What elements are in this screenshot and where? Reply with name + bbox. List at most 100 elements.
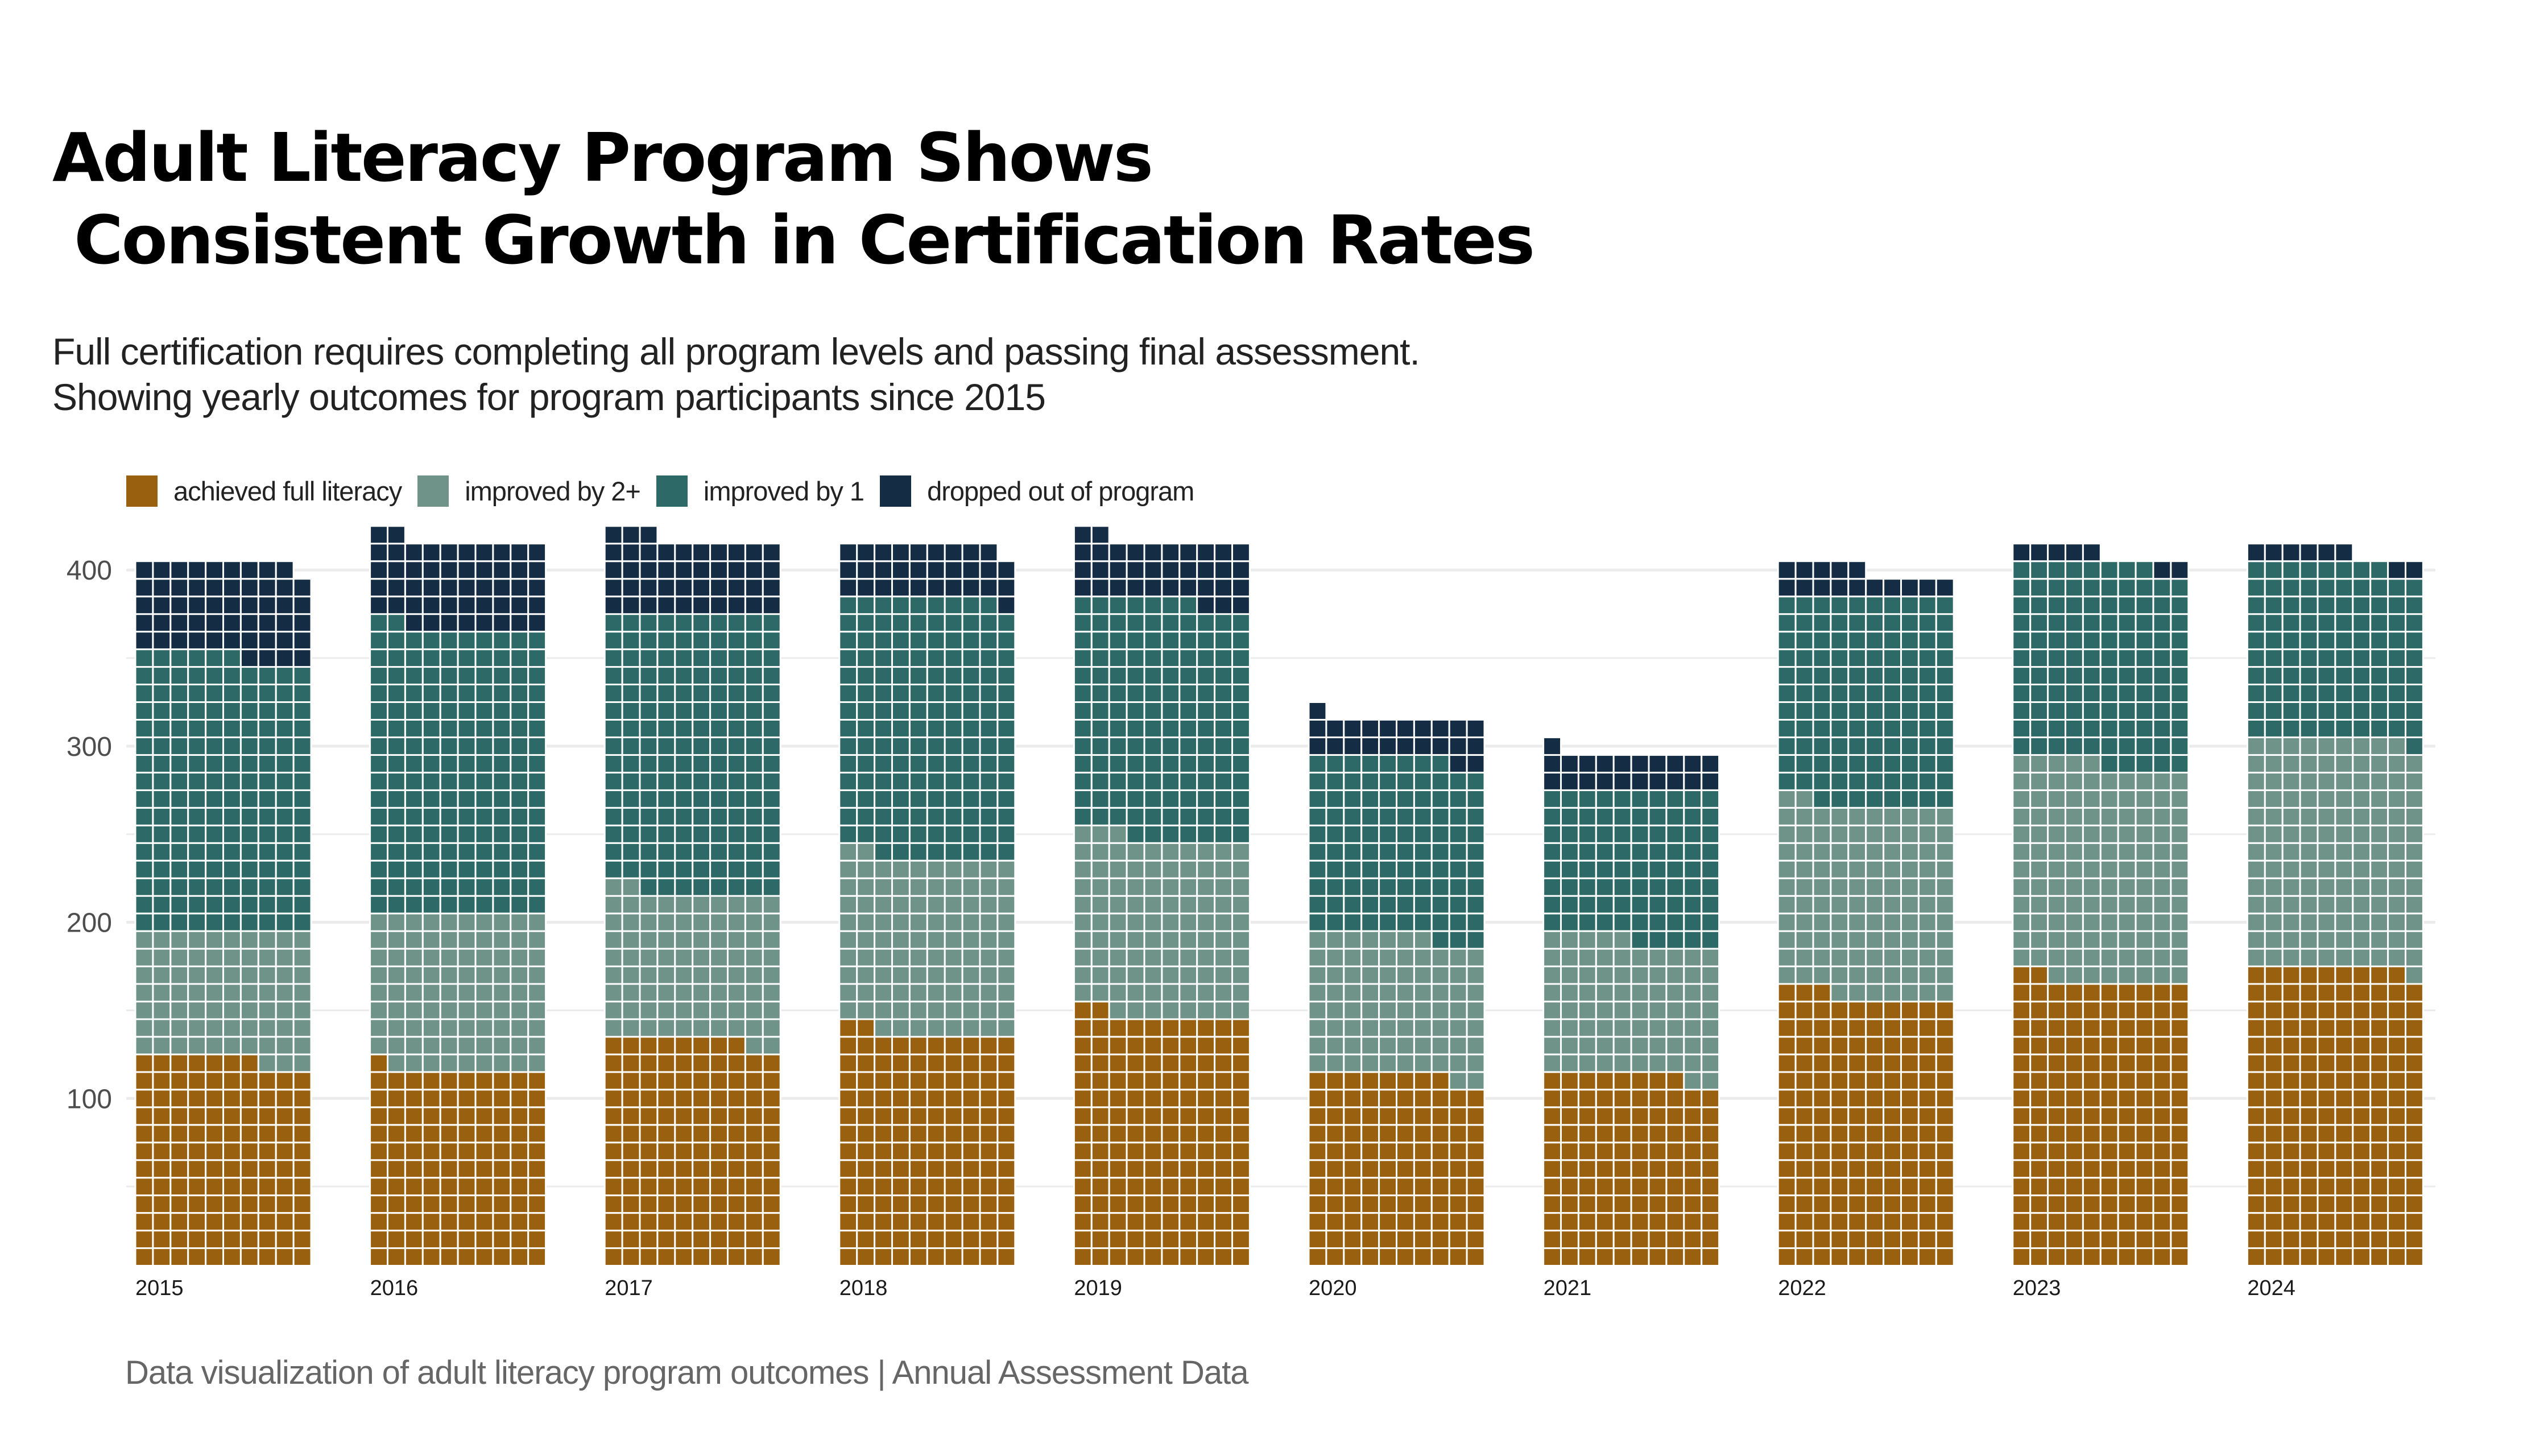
waffle-cell	[1883, 824, 1902, 844]
waffle-cell	[1577, 1000, 1597, 1020]
waffle-cell	[439, 1124, 459, 1144]
waffle-cell	[656, 1159, 676, 1179]
waffle-cell	[292, 666, 312, 685]
waffle-cell	[1396, 1247, 1415, 1267]
waffle-cell	[2029, 948, 2049, 967]
waffle-cell	[1073, 525, 1093, 545]
waffle-cell	[1178, 824, 1198, 844]
x-tick-label: 2023	[2013, 1276, 2061, 1300]
waffle-cell	[439, 1194, 459, 1214]
waffle-cell	[1196, 631, 1216, 651]
waffle-cell	[2082, 806, 2102, 826]
waffle-cell	[510, 666, 530, 685]
waffle-cell	[169, 912, 189, 932]
waffle-cell	[2029, 701, 2049, 721]
waffle-cell	[2099, 930, 2119, 950]
waffle-cell	[2135, 824, 2154, 844]
waffle-cell	[979, 631, 999, 651]
waffle-cell	[2281, 666, 2301, 685]
waffle-cell	[2047, 1159, 2067, 1179]
waffle-cell	[134, 983, 154, 1003]
waffle-cell	[2135, 1141, 2154, 1161]
waffle-cell	[2281, 1212, 2301, 1232]
waffle-cell	[187, 631, 207, 651]
waffle-cell	[2029, 754, 2049, 774]
waffle-cell	[1812, 595, 1832, 615]
waffle-cell	[1466, 1247, 1486, 1267]
waffle-cell	[674, 595, 694, 615]
waffle-cell	[1830, 560, 1850, 580]
waffle-cell	[692, 930, 712, 950]
waffle-cell	[1812, 684, 1832, 703]
waffle-cell	[1143, 1053, 1163, 1073]
waffle-cell	[979, 1177, 999, 1197]
waffle-cell	[1883, 965, 1902, 985]
waffle-cell	[979, 1071, 999, 1091]
waffle-cell	[1396, 842, 1415, 862]
waffle-cell	[762, 1000, 781, 1020]
waffle-cell	[2387, 631, 2407, 651]
waffle-cell	[926, 983, 946, 1003]
waffle-cell	[2317, 1230, 2336, 1250]
waffle-cell	[239, 595, 259, 615]
waffle-cell	[1830, 965, 1850, 985]
waffle-cell	[674, 543, 694, 562]
waffle-cell	[674, 895, 694, 915]
waffle-cell	[421, 930, 441, 950]
waffle-cell	[2264, 560, 2284, 580]
waffle-cell	[603, 1247, 623, 1267]
waffle-cell	[1900, 1124, 1920, 1144]
legend-item-improved-by-2-plus: improved by 2+	[417, 475, 641, 507]
waffle-cell	[1630, 877, 1650, 897]
waffle-cell	[2369, 1018, 2389, 1038]
waffle-cell	[1430, 948, 1450, 967]
waffle-cell	[838, 1124, 858, 1144]
waffle-cell	[1830, 1177, 1850, 1197]
waffle-cell	[457, 789, 477, 809]
waffle-cell	[457, 1247, 477, 1267]
waffle-cell	[2334, 1000, 2354, 1020]
waffle-cell	[2099, 560, 2119, 580]
waffle-cell	[2317, 1212, 2336, 1232]
waffle-cell	[874, 948, 893, 967]
waffle-cell	[1143, 1089, 1163, 1108]
waffle-cell	[2170, 1089, 2190, 1108]
waffle-cell	[292, 965, 312, 985]
waffle-cell	[2152, 1159, 2172, 1179]
waffle-cell	[2117, 789, 2137, 809]
waffle-cell	[492, 1053, 512, 1073]
waffle-cell	[1178, 895, 1198, 915]
waffle-cell	[2170, 1053, 2190, 1073]
waffle-cell	[2047, 578, 2067, 598]
waffle-cell	[439, 930, 459, 950]
waffle-cell	[674, 631, 694, 651]
waffle-cell	[387, 684, 406, 703]
waffle-cell	[2369, 948, 2389, 967]
waffle-cell	[1196, 930, 1216, 950]
waffle-cell	[1413, 789, 1433, 809]
waffle-cell	[2317, 595, 2336, 615]
waffle-cell	[404, 948, 424, 967]
waffle-cell	[1308, 965, 1327, 985]
waffle-cell	[1360, 1053, 1380, 1073]
waffle-cell	[152, 1230, 172, 1250]
waffle-cell	[134, 824, 154, 844]
waffle-cell	[205, 824, 225, 844]
waffle-cell	[1143, 983, 1163, 1003]
waffle-cell	[1466, 806, 1486, 826]
waffle-cell	[1143, 1159, 1163, 1179]
waffle-cell	[1847, 806, 1867, 826]
waffle-cell	[1396, 859, 1415, 879]
waffle-cell	[2065, 1247, 2084, 1267]
waffle-cell	[275, 1053, 295, 1073]
waffle-cell	[2117, 1124, 2137, 1144]
waffle-cell	[1630, 1124, 1650, 1144]
waffle-cell	[2047, 631, 2067, 651]
waffle-cell	[257, 1124, 277, 1144]
waffle-cell	[1847, 1000, 1867, 1020]
waffle-cell	[2246, 1036, 2266, 1056]
waffle-cell	[838, 771, 858, 791]
waffle-cell	[152, 806, 172, 826]
waffle-cell	[2299, 595, 2319, 615]
waffle-cell	[2170, 983, 2190, 1003]
